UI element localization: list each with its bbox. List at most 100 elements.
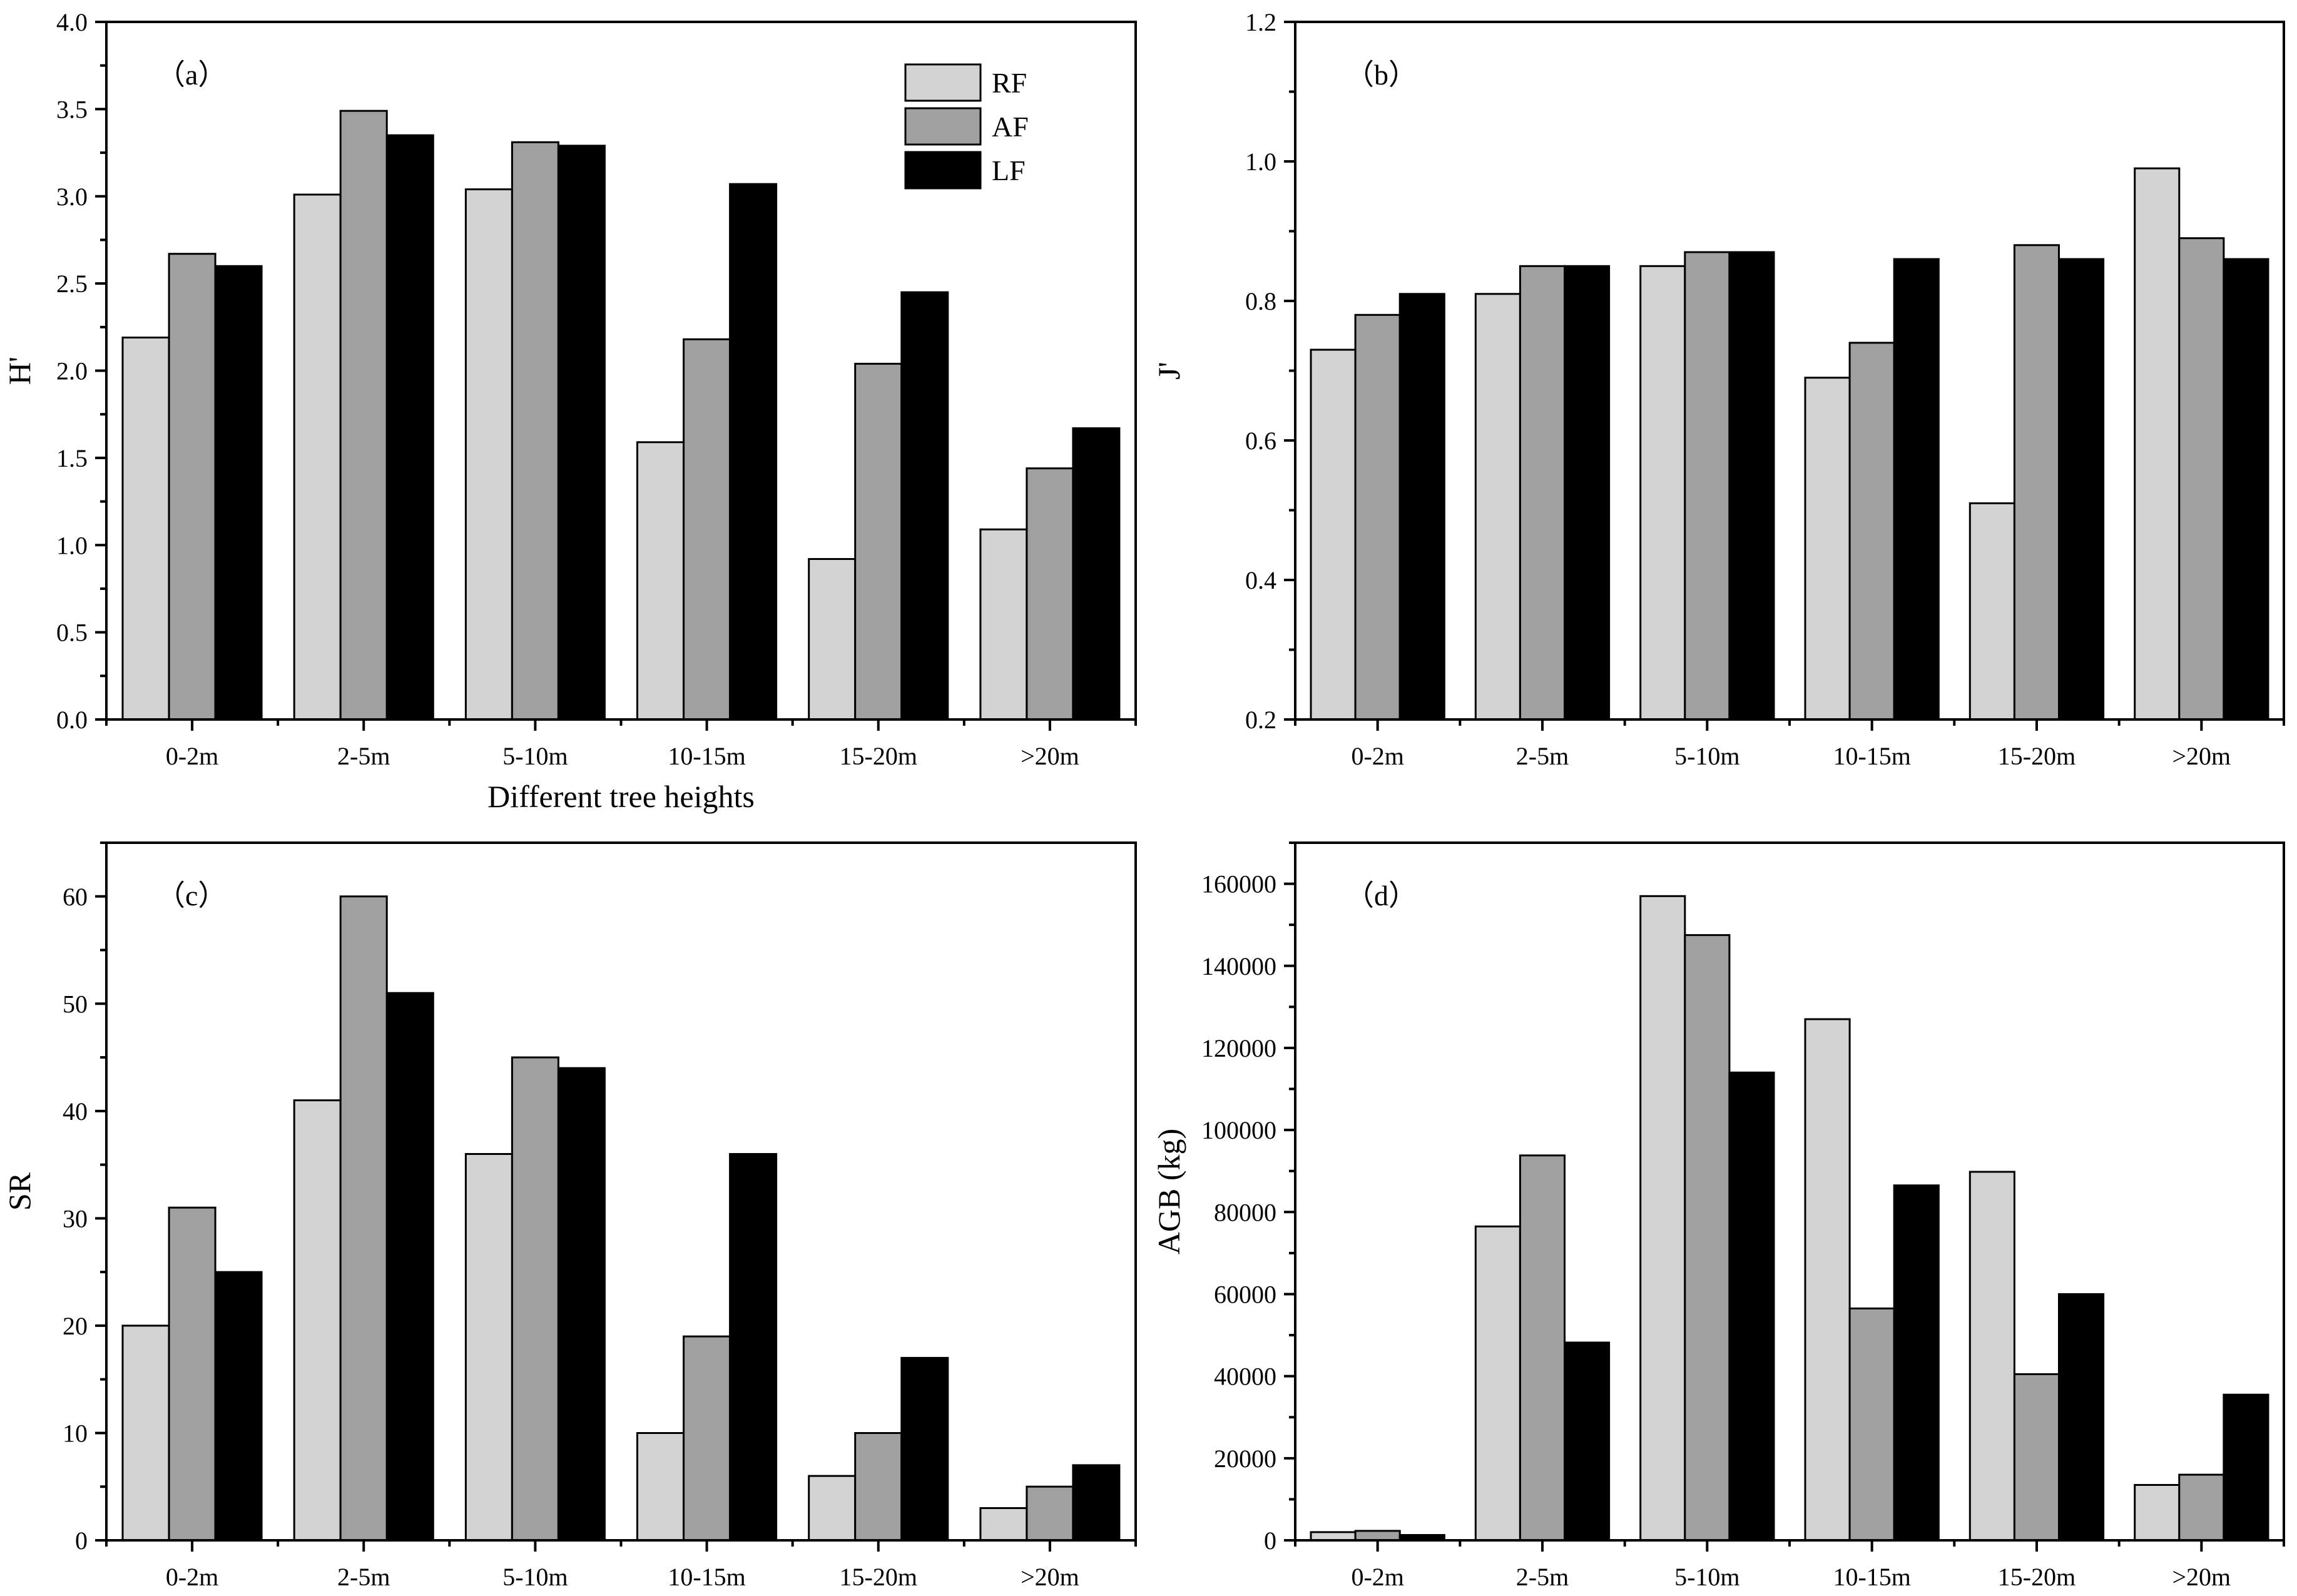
y-tick-label: 1.0	[56, 531, 88, 559]
y-tick-label: 20	[63, 1312, 88, 1340]
bar-lf-5	[1072, 1464, 1121, 1542]
bar-lf-3	[729, 183, 778, 721]
bar-af-3	[683, 338, 731, 721]
bar-lf-1	[385, 992, 434, 1542]
legend-swatch-af	[904, 107, 982, 146]
bar-lf-5	[1072, 427, 1121, 721]
bar-lf-0	[214, 265, 263, 721]
x-tick-label: 15-20m	[1998, 1563, 2075, 1591]
x-tick-label: >20m	[1021, 742, 1079, 770]
plot-frame	[1294, 21, 2285, 721]
legend-swatch-lf	[904, 151, 982, 190]
bar-rf-2	[464, 1153, 513, 1542]
x-tick-label: 0-2m	[166, 1563, 218, 1591]
y-tick-label: 60000	[1214, 1280, 1276, 1308]
y-tick-label: 4.0	[56, 8, 88, 36]
bar-lf-0	[214, 1271, 263, 1542]
y-tick-label: 50	[63, 990, 88, 1018]
bar-af-0	[168, 253, 216, 721]
bar-af-0	[168, 1206, 216, 1542]
bar-lf-4	[900, 291, 949, 721]
y-tick-label: 1.0	[1245, 148, 1276, 176]
y-tick-label: 30	[63, 1204, 88, 1233]
y-tick-label: 20000	[1214, 1445, 1276, 1473]
bar-af-1	[339, 109, 388, 721]
legend-label-af: AF	[992, 111, 1029, 143]
x-tick-label: 5-10m	[502, 1563, 568, 1591]
x-tick-label: 10-15m	[668, 742, 745, 770]
y-tick-label: 160000	[1201, 870, 1276, 898]
bar-lf-4	[2058, 1293, 2105, 1542]
bar-af-5	[2178, 237, 2225, 721]
x-tick-label: >20m	[2172, 742, 2231, 770]
bar-rf-4	[808, 1475, 857, 1542]
y-tick-label: 0.8	[1245, 287, 1276, 315]
x-tick-label: 0-2m	[1351, 1563, 1403, 1591]
x-tick-label: 0-2m	[166, 742, 218, 770]
bar-af-3	[1848, 342, 1895, 721]
bar-lf-1	[1564, 1341, 1611, 1542]
bar-af-1	[1519, 1154, 1566, 1542]
y-tick-label: 60	[63, 883, 88, 911]
y-tick-label: 0	[75, 1527, 88, 1555]
x-tick-label: >20m	[2172, 1563, 2231, 1591]
x-tick-label: 5-10m	[502, 742, 568, 770]
x-tick-label: 10-15m	[1833, 742, 1910, 770]
x-tick-label: >20m	[1021, 1563, 1079, 1591]
bar-lf-1	[1564, 265, 1611, 721]
bar-af-0	[1354, 1530, 1401, 1542]
y-tick-label: 0.4	[1245, 566, 1276, 594]
bar-rf-1	[1474, 1225, 1521, 1542]
y-tick-label: 3.0	[56, 183, 88, 211]
bar-rf-3	[1804, 377, 1851, 721]
y-tick-label: 100000	[1201, 1116, 1276, 1144]
bar-af-5	[2178, 1473, 2225, 1542]
x-tick-label: 10-15m	[668, 1563, 745, 1591]
bar-af-4	[2013, 1373, 2060, 1542]
panel-label: （c）	[156, 880, 227, 912]
bar-lf-1	[385, 134, 434, 721]
bar-lf-3	[1893, 1184, 1940, 1542]
bar-af-1	[1519, 265, 1566, 721]
x-tick-label: 2-5m	[337, 742, 390, 770]
bar-rf-5	[979, 528, 1028, 721]
panel-a: 0-2m 2-5m 5-10m 10-15m 15-20m >20m 0.0 0.5 1.0 1.…	[2, 8, 1137, 814]
x-tick-label: 2-5m	[337, 1563, 390, 1591]
legend: RF AF LF	[904, 63, 1029, 190]
x-tick-label: 2-5m	[1516, 742, 1569, 770]
bar-lf-3	[729, 1153, 778, 1542]
bar-rf-0	[1310, 348, 1357, 721]
bar-lf-2	[557, 1067, 606, 1542]
y-tick-label: 10	[63, 1419, 88, 1447]
bar-af-2	[1684, 934, 1731, 1542]
x-tick-label: 0-2m	[1351, 742, 1403, 770]
bar-rf-4	[1968, 502, 2015, 721]
bar-lf-2	[557, 145, 606, 721]
y-tick-label: 0.6	[1245, 427, 1276, 455]
y-axis-title: SR	[2, 1172, 37, 1211]
bar-rf-1	[293, 1099, 342, 1542]
bar-rf-3	[1804, 1018, 1851, 1542]
bar-af-5	[1026, 467, 1074, 721]
bar-af-4	[854, 362, 903, 721]
bar-lf-5	[2223, 258, 2269, 721]
bar-lf-4	[900, 1356, 949, 1542]
panel-label: （a）	[156, 59, 227, 91]
bar-af-2	[1684, 251, 1731, 721]
x-tick-label: 10-15m	[1833, 1563, 1910, 1591]
plot-frame	[105, 841, 1137, 1542]
bar-rf-3	[636, 1432, 685, 1542]
bar-rf-0	[121, 337, 170, 721]
bar-af-1	[339, 895, 388, 1542]
bar-af-0	[1354, 313, 1401, 721]
bar-lf-4	[2058, 258, 2105, 721]
y-tick-label: 40	[63, 1097, 88, 1126]
y-tick-label: 0	[1264, 1527, 1276, 1555]
panel-label: （b）	[1345, 59, 1417, 91]
y-tick-label: 40000	[1214, 1363, 1276, 1391]
bar-rf-0	[121, 1324, 170, 1542]
bar-af-3	[683, 1335, 731, 1542]
plot-frame	[1294, 841, 2285, 1542]
bar-rf-2	[1639, 265, 1686, 721]
panel-d: 0-2m 2-5m 5-10m 10-15m 15-20m >20m 0 20000 40000…	[1151, 841, 2285, 1591]
